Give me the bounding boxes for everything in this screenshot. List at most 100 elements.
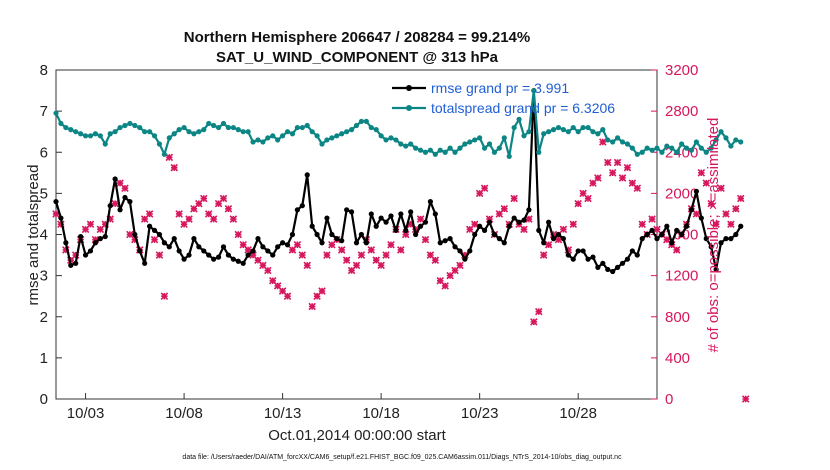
series-point-rmse (659, 231, 665, 238)
series-point-totalspread (255, 137, 261, 143)
obs-assimilated-point (86, 220, 95, 228)
obs-assimilated-point (293, 241, 302, 249)
series-point-totalspread (171, 131, 177, 137)
series-point-rmse (363, 240, 369, 246)
obs-assimilated-point (357, 251, 366, 259)
series-point-totalspread (284, 129, 291, 135)
series-point-rmse (225, 252, 232, 258)
series-point-rmse (511, 215, 517, 221)
series-point-totalspread (220, 120, 227, 127)
series-point-rmse (472, 231, 478, 238)
y-right-tick-label: 1200 (665, 268, 698, 285)
series-point-totalspread (580, 124, 586, 131)
obs-assimilated-point (569, 220, 578, 228)
series-point-rmse (447, 236, 453, 242)
series-point-totalspread (585, 124, 591, 131)
obs-assimilated-point (741, 395, 750, 403)
series-point-rmse (654, 236, 660, 242)
obs-assimilated-point (155, 251, 164, 259)
series-point-totalspread (708, 145, 714, 151)
series-point-rmse (319, 240, 325, 246)
series-point-rmse (644, 231, 650, 238)
obs-assimilated-point (648, 215, 656, 223)
series-point-totalspread (723, 135, 729, 141)
obs-assimilated-point (623, 163, 632, 172)
obs-assimilated-point (692, 210, 701, 218)
obs-assimilated-point (323, 251, 331, 259)
series-point-totalspread (664, 143, 670, 149)
legend-rmse-label: rmse grand pr = 3.991 (431, 80, 569, 96)
obs-assimilated-point (150, 235, 159, 244)
obs-assimilated-point (126, 230, 134, 239)
y-right-tick-label: 2800 (665, 103, 698, 120)
series-point-rmse (679, 231, 685, 238)
series-layer (52, 87, 750, 403)
series-point-totalspread (215, 124, 222, 131)
series-point-rmse (284, 242, 291, 248)
series-point-rmse (713, 266, 719, 273)
axis-ticks: 0123456780400800120016002000240028003200… (40, 62, 699, 422)
y-axis-label-left: rmse and totalspread (25, 165, 42, 306)
obs-assimilated-point (441, 282, 449, 290)
series-point-rmse (107, 203, 113, 209)
series-point-rmse (309, 223, 315, 229)
series-point-rmse (506, 223, 512, 229)
series-point-rmse (294, 207, 300, 213)
series-point-totalspread (324, 137, 330, 143)
series-point-rmse (156, 231, 163, 238)
series-point-totalspread (319, 141, 325, 147)
obs-assimilated-point (727, 220, 735, 228)
series-point-rmse (708, 244, 714, 250)
series-point-rmse (413, 231, 419, 238)
series-point-totalspread (501, 135, 507, 141)
plot-area (55, 69, 658, 400)
obs-assimilated-point (599, 138, 607, 146)
series-point-totalspread (403, 143, 409, 149)
series-point-rmse (82, 252, 89, 258)
series-point-rmse (383, 219, 389, 225)
series-point-rmse (339, 238, 345, 244)
obs-assimilated-point (416, 215, 425, 223)
series-point-rmse (245, 252, 251, 258)
series-point-rmse (526, 207, 532, 213)
series-point-totalspread (639, 149, 645, 155)
series-point-totalspread (733, 137, 739, 143)
series-point-rmse (334, 236, 340, 242)
series-point-totalspread (408, 141, 414, 147)
series-point-totalspread (427, 147, 433, 153)
series-point-rmse (698, 215, 704, 221)
series-point-totalspread (181, 124, 187, 131)
obs-assimilated-point (697, 169, 706, 177)
obs-assimilated-point (382, 251, 390, 259)
series-point-totalspread (600, 127, 606, 133)
series-point-totalspread (619, 139, 626, 145)
series-point-rmse (102, 233, 108, 240)
series-point-totalspread (669, 145, 675, 151)
series-point-totalspread (368, 124, 374, 131)
series-point-rmse (437, 240, 443, 246)
series-point-rmse (186, 252, 192, 258)
series-point-rmse (683, 223, 690, 229)
series-point-rmse (728, 236, 734, 242)
series-point-totalspread (413, 145, 419, 151)
series-point-totalspread (206, 120, 212, 127)
series-point-totalspread (97, 133, 103, 139)
y-tick-label: 5 (40, 185, 48, 202)
series-point-rmse (639, 236, 645, 242)
y-tick-label: 4 (40, 227, 48, 244)
series-point-rmse (422, 219, 429, 225)
series-point-totalspread (225, 124, 232, 131)
series-point-rmse (68, 262, 74, 268)
series-point-totalspread (235, 127, 241, 133)
series-point-rmse (521, 217, 527, 223)
series-point-totalspread (541, 131, 547, 137)
series-point-totalspread (373, 127, 379, 133)
y-right-tick-label: 800 (665, 309, 690, 326)
series-point-rmse (442, 238, 448, 244)
series-point-totalspread (344, 129, 350, 135)
series-point-totalspread (447, 145, 453, 151)
series-point-totalspread (679, 141, 685, 147)
obs-assimilated-point (121, 184, 129, 193)
series-point-totalspread (265, 135, 271, 141)
series-point-totalspread (299, 124, 305, 131)
